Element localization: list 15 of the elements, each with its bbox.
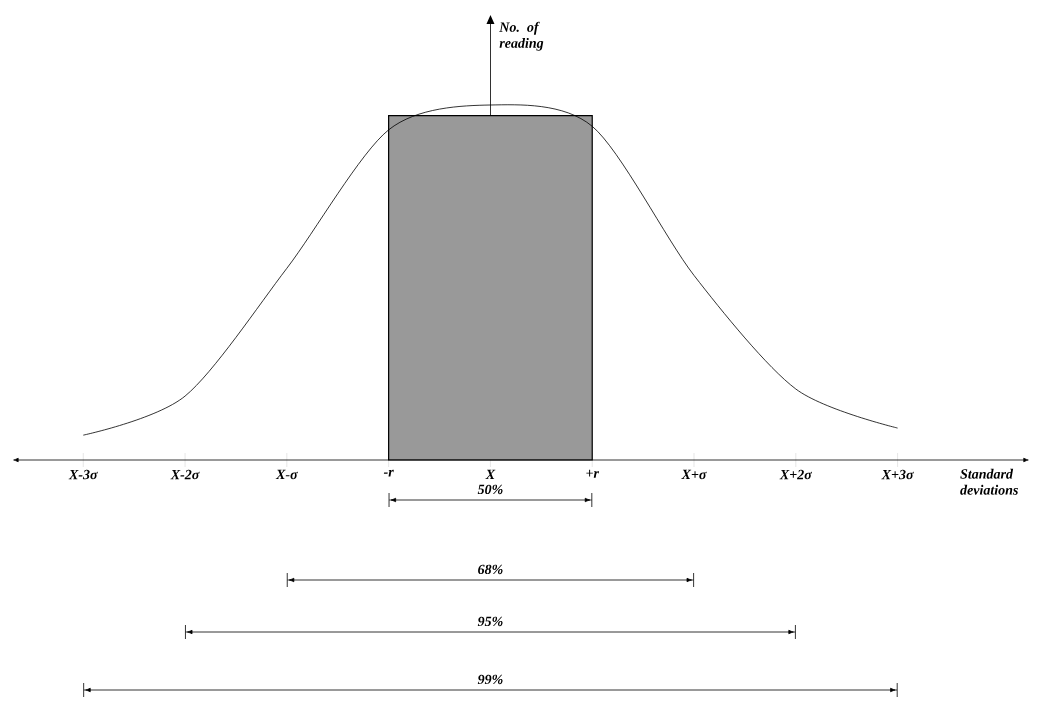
text: 95% [477,616,503,627]
text: 68% [478,564,503,575]
x-tick-label: X-σ [275,469,298,480]
x-tick-label: +r [586,469,600,478]
x-tick-label: X-2σ [170,469,200,480]
x-tick-label: X+3σ [881,469,914,480]
text: 50% [477,484,503,495]
x-tick-label: X+2σ [779,469,813,480]
text: 99% [477,674,503,685]
x-tick-label: X+σ [681,469,707,480]
text: No. of reading [499,21,544,51]
x-tick-label: X-3σ [68,469,98,480]
x-tick-label: -r [383,469,394,477]
x-axis-title: Standard deviations [960,468,1018,495]
x-tick-label: X [485,469,496,480]
